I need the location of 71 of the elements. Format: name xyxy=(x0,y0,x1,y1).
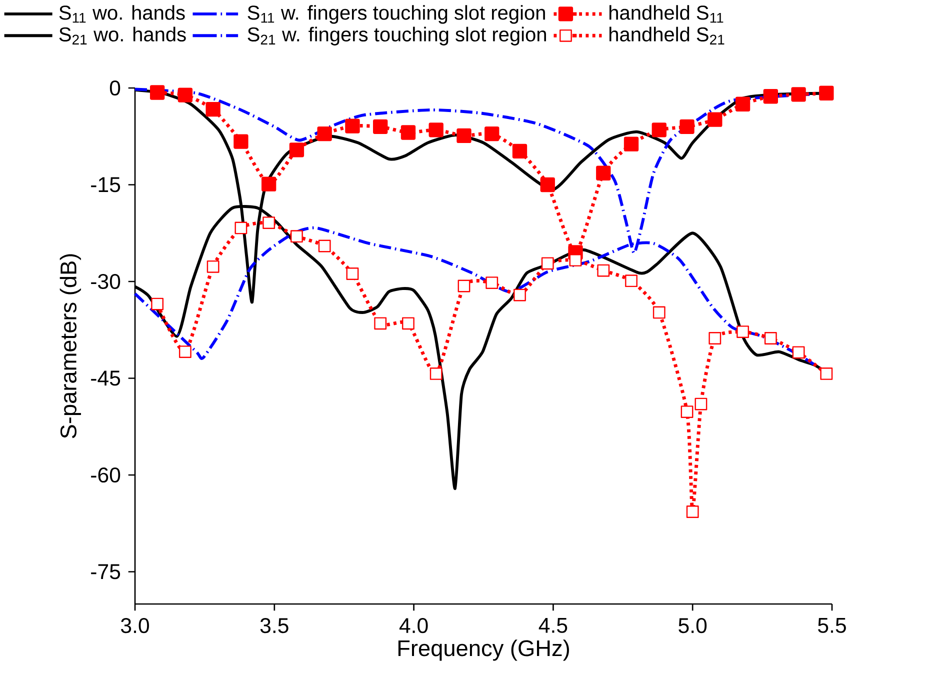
point xyxy=(261,176,276,192)
point xyxy=(625,274,638,288)
point xyxy=(234,134,248,149)
y-tick-label: -60 xyxy=(91,467,120,483)
y-tick-label: -30 xyxy=(91,274,120,290)
legend-label: handheld S$_{11}$ xyxy=(610,5,724,23)
x-tick-label: 5.0 xyxy=(678,618,707,634)
point xyxy=(819,86,834,100)
point xyxy=(374,317,387,330)
point xyxy=(290,230,303,243)
point xyxy=(763,89,778,104)
legend-label: S$_{21}$ wo. hands xyxy=(59,26,186,44)
point xyxy=(400,125,416,140)
legend-label: S$_{21}$ w. fingers touching slot region xyxy=(248,26,546,46)
point xyxy=(694,398,708,410)
point xyxy=(430,368,442,380)
x-tick-label: 5.5 xyxy=(818,618,846,633)
y-tick-label: -45 xyxy=(91,370,120,386)
point xyxy=(708,332,722,344)
x-tick-label: 4.0 xyxy=(399,618,428,634)
point xyxy=(652,306,666,319)
point xyxy=(764,332,777,344)
point xyxy=(820,368,833,380)
point xyxy=(569,254,582,266)
point xyxy=(514,288,526,302)
point xyxy=(151,298,164,310)
point xyxy=(373,119,388,134)
point xyxy=(708,112,722,127)
y-axis-title: S-parameters (dB) xyxy=(60,254,81,438)
y-tick-label: 0 xyxy=(110,80,120,96)
point xyxy=(486,276,498,289)
point xyxy=(345,118,360,134)
point xyxy=(458,280,470,292)
point xyxy=(346,268,359,280)
legend-label: handheld S$_{21}$ xyxy=(610,26,724,44)
x-tick-label: 3.5 xyxy=(260,618,288,634)
point xyxy=(735,96,750,112)
y-tick-label: -15 xyxy=(91,177,120,192)
point xyxy=(150,85,165,100)
point xyxy=(262,216,276,229)
point xyxy=(540,177,555,192)
point xyxy=(597,264,610,277)
x-axis-title: Frequency (GHz) xyxy=(398,640,569,661)
point xyxy=(624,136,639,152)
point xyxy=(791,87,806,102)
point xyxy=(652,122,666,138)
legend-label: S$_{11}$ wo. hands xyxy=(59,5,185,23)
point xyxy=(178,88,193,102)
x-tick-label: 3.0 xyxy=(120,618,149,634)
point xyxy=(456,128,472,144)
point xyxy=(206,260,220,273)
y-tick-label: -75 xyxy=(91,564,120,580)
point xyxy=(680,119,694,134)
point xyxy=(680,406,694,418)
point xyxy=(541,257,554,270)
point xyxy=(234,222,248,234)
point xyxy=(317,126,332,142)
point xyxy=(428,122,444,138)
point xyxy=(484,126,500,142)
point xyxy=(736,326,749,338)
x-tick-label: 4.5 xyxy=(538,618,568,633)
point xyxy=(318,240,331,252)
point xyxy=(686,506,699,518)
point xyxy=(596,166,611,180)
point xyxy=(402,317,414,330)
point xyxy=(792,346,805,359)
point xyxy=(206,102,220,117)
point xyxy=(178,346,192,358)
point xyxy=(289,142,304,158)
legend-label: S$_{11}$ w. fingers touching slot region xyxy=(248,5,545,24)
point xyxy=(512,144,528,159)
